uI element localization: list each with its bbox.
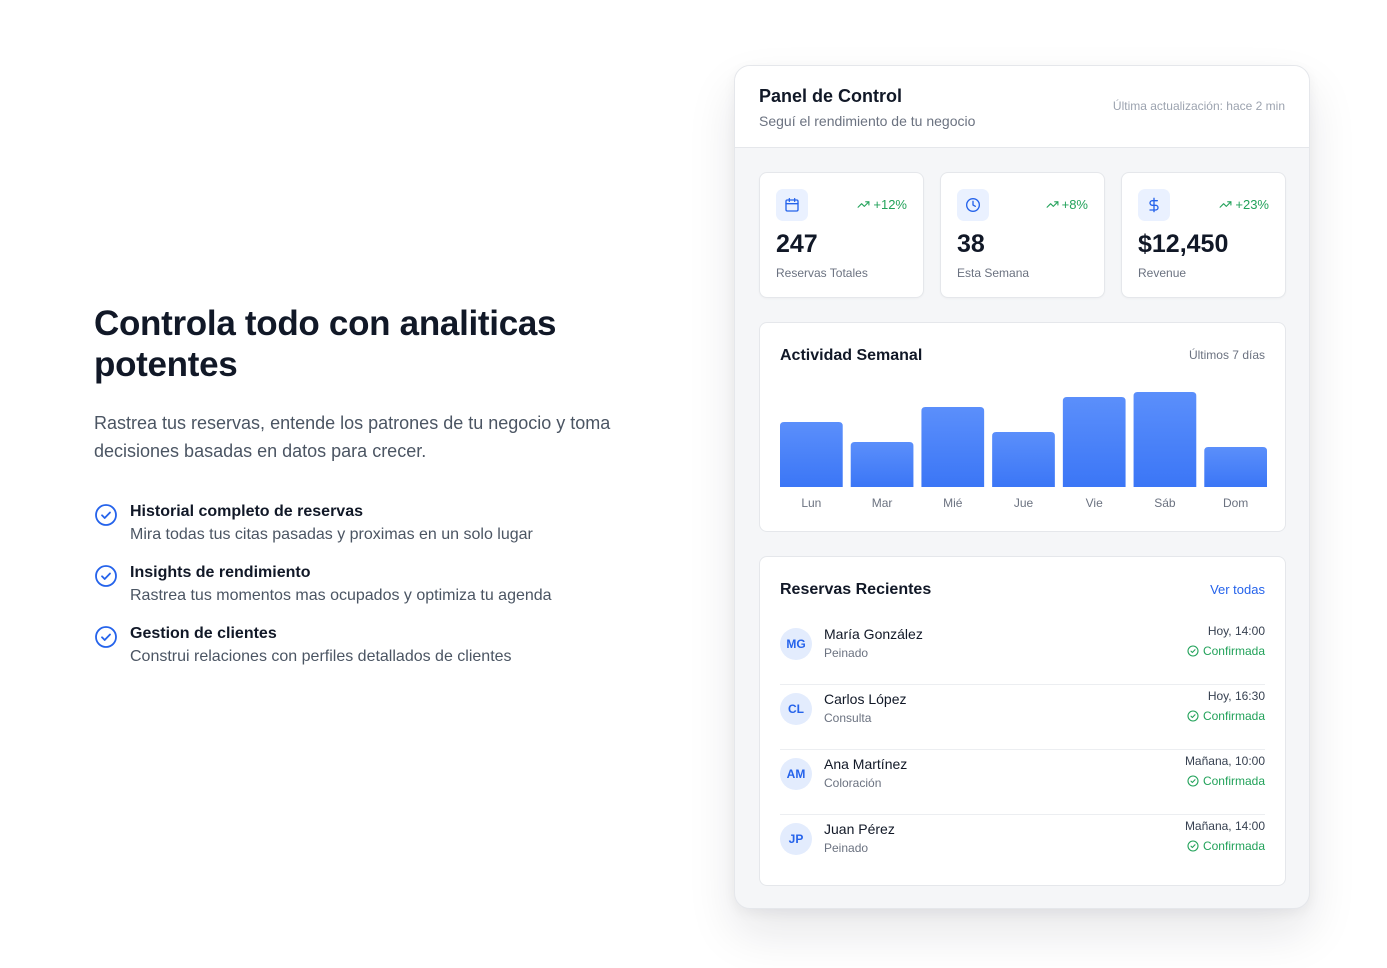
recent-bookings-title: Reservas Recientes (780, 581, 932, 598)
bar-Mar[interactable] (850, 442, 914, 487)
weekly-activity-card: Lun Mar Mié Jue Vie Sáb Dom Actividad Semanal … (759, 322, 1286, 532)
status-text: Confirmada (1202, 774, 1265, 788)
feature-description: Mira todas tus citas pasadas y proximas … (130, 526, 533, 543)
chart-range: Últimos 7 días (1188, 348, 1265, 362)
trending-up-icon (1219, 201, 1232, 208)
client-name: María González (824, 626, 923, 642)
status-badge: Confirmada (1187, 839, 1265, 853)
calendar-icon (776, 189, 808, 221)
bar-Vie[interactable] (1062, 397, 1126, 487)
avatar: JP (780, 823, 812, 855)
check-circle-icon (94, 564, 118, 588)
status-badge: Confirmada (1187, 644, 1265, 658)
client-name: Carlos López (824, 691, 907, 707)
status-text: Confirmada (1202, 839, 1265, 853)
x-tick-label: Lun (801, 496, 821, 510)
stat-label: Reservas Totales (776, 266, 868, 280)
bar-Dom[interactable] (1204, 447, 1267, 487)
panel-header: Panel de Control Seguí el rendimiento de… (735, 66, 1309, 148)
last-updated-text: Última actualización: hace 2 min (1112, 99, 1285, 113)
trend-badge: +23% (1219, 197, 1269, 212)
booking-time: Mañana, 10:00 (1184, 754, 1265, 768)
trend-value: +12% (873, 197, 907, 212)
service-name: Consulta (824, 711, 872, 725)
booking-row[interactable]: AM Ana Martínez Coloración Mañana, 10:00… (780, 750, 1265, 815)
panel-title: Panel de Control (759, 86, 903, 106)
service-name: Peinado (824, 841, 869, 855)
client-name: Ana Martínez (824, 756, 908, 772)
stat-card-this-week: +8% 38 Esta Semana (940, 172, 1105, 298)
stat-value: $12,450 (1138, 230, 1229, 258)
trend-badge: +8% (1046, 197, 1088, 212)
feature-title: Insights de rendimiento (130, 564, 311, 581)
bar-Sáb[interactable] (1133, 392, 1197, 487)
check-circle-icon (1187, 775, 1199, 787)
hero-headline: Controla todo con analiticas potentes (94, 304, 557, 384)
x-tick-label: Sáb (1154, 496, 1176, 510)
bar-Mié[interactable] (921, 407, 985, 487)
booking-time: Hoy, 16:30 (1207, 689, 1265, 703)
stat-label: Revenue (1138, 266, 1187, 280)
clock-icon (957, 189, 989, 221)
stat-card-revenue: +23% $12,450 Revenue (1121, 172, 1286, 298)
x-tick-label: Mar (872, 496, 893, 510)
trending-up-icon (1046, 201, 1059, 208)
check-circle-icon (1187, 840, 1199, 852)
status-text: Confirmada (1202, 644, 1265, 658)
hero-section: Controla todo con analiticas potentes Ra… (94, 303, 654, 684)
avatar: CL (780, 693, 812, 725)
trending-up-icon (857, 201, 870, 208)
trend-badge: +12% (857, 197, 907, 212)
feature-list: Historial completo de reservas Mira toda… (94, 501, 654, 669)
chart-title: Actividad Semanal (780, 347, 923, 364)
bar-Lun[interactable] (780, 422, 843, 487)
service-name: Coloración (824, 776, 882, 790)
weekly-activity-chart: Lun Mar Mié Jue Vie Sáb Dom (780, 392, 1267, 510)
booking-time: Hoy, 14:00 (1207, 624, 1265, 638)
trend-value: +23% (1235, 197, 1269, 212)
stat-card-total-bookings: +12% 247 Reservas Totales (759, 172, 924, 298)
x-tick-label: Dom (1223, 496, 1248, 510)
feature-title: Historial completo de reservas (130, 503, 363, 520)
status-badge: Confirmada (1187, 774, 1265, 788)
service-name: Peinado (824, 646, 869, 660)
view-all-link[interactable]: Ver todas (1210, 582, 1265, 597)
check-circle-icon (1187, 645, 1199, 657)
booking-time: Mañana, 14:00 (1184, 819, 1265, 833)
check-circle-icon (1187, 710, 1199, 722)
trend-value: +8% (1061, 197, 1088, 212)
recent-bookings-card: Reservas Recientes Ver todas MG María Go… (759, 556, 1286, 886)
x-tick-label: Mié (943, 496, 963, 510)
feature-description: Construi relaciones con perfiles detalla… (130, 648, 512, 665)
stat-label: Esta Semana (957, 266, 1030, 280)
stat-value: 38 (957, 230, 985, 258)
booking-row[interactable]: MG María González Peinado Hoy, 14:00 Con… (780, 620, 1265, 685)
status-badge: Confirmada (1187, 709, 1265, 723)
stats-row: +12% 247 Reservas Totales +8% 38 Esta Se… (759, 172, 1286, 298)
dollar-icon (1138, 189, 1170, 221)
dashboard-panel: Panel de Control Seguí el rendimiento de… (734, 65, 1310, 909)
feature-item: Gestion de clientes Construi relaciones … (94, 623, 654, 669)
status-text: Confirmada (1202, 709, 1265, 723)
stat-value: 247 (776, 230, 818, 258)
feature-description: Rastrea tus momentos mas ocupados y opti… (130, 587, 552, 604)
check-circle-icon (94, 625, 118, 649)
recent-bookings-list: MG María González Peinado Hoy, 14:00 Con… (780, 620, 1265, 880)
x-tick-label: Vie (1086, 496, 1103, 510)
client-name: Juan Pérez (824, 821, 895, 837)
feature-title: Gestion de clientes (130, 625, 277, 642)
avatar: AM (780, 758, 812, 790)
feature-item: Insights de rendimiento Rastrea tus mome… (94, 562, 654, 608)
booking-row[interactable]: CL Carlos López Consulta Hoy, 16:30 Conf… (780, 685, 1265, 750)
hero-lead: Rastrea tus reservas, entende los patron… (94, 413, 611, 461)
feature-item: Historial completo de reservas Mira toda… (94, 501, 654, 547)
booking-row[interactable]: JP Juan Pérez Peinado Mañana, 14:00 Conf… (780, 815, 1265, 880)
panel-subtitle: Seguí el rendimiento de tu negocio (759, 113, 976, 129)
avatar: MG (780, 628, 812, 660)
check-circle-icon (94, 503, 118, 527)
bar-Jue[interactable] (992, 432, 1055, 487)
x-tick-label: Jue (1014, 496, 1034, 510)
